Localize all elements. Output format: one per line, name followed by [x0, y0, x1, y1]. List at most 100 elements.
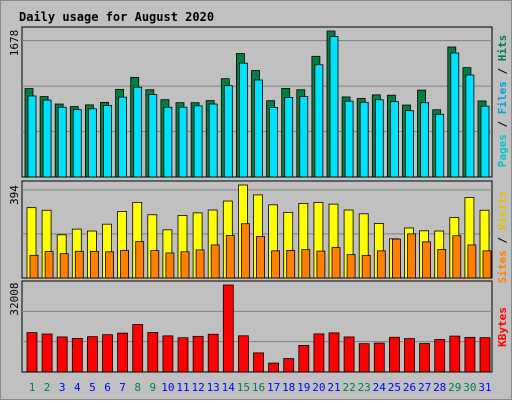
day-label: 12 — [191, 381, 204, 394]
day-label: 13 — [207, 381, 220, 394]
sites-bar — [467, 244, 477, 279]
files-bar — [465, 74, 475, 178]
day-label: 7 — [119, 381, 126, 394]
files-bar — [405, 110, 414, 178]
files-bar — [148, 94, 158, 178]
files-bar — [118, 96, 127, 178]
sites-bar — [452, 235, 462, 279]
kbytes-bar — [464, 336, 476, 373]
day-label: 21 — [327, 381, 340, 394]
files-bar — [238, 62, 248, 178]
sites-bar — [180, 251, 190, 279]
sites-bar — [256, 236, 265, 279]
kbytes-bar — [388, 336, 400, 373]
sites-bar — [346, 254, 356, 279]
kbytes-bar — [268, 362, 280, 373]
day-label: 22 — [342, 381, 355, 394]
sites-bar — [135, 241, 145, 279]
sites-bar — [105, 251, 114, 279]
kbytes-bar — [71, 338, 83, 373]
sites-bar — [90, 250, 99, 279]
files-bar — [254, 79, 263, 178]
middle-ymax-label: 394 — [8, 185, 21, 205]
files-bar — [103, 105, 112, 178]
sites-bar — [225, 235, 235, 279]
sites-bar — [271, 250, 281, 279]
sites-bar — [59, 253, 69, 279]
kbytes-bar — [328, 332, 340, 373]
day-label: 24 — [373, 381, 387, 394]
kbytes-bar — [404, 338, 415, 373]
sites-bar — [316, 250, 326, 279]
files-bar — [269, 107, 279, 178]
kbytes-bar — [26, 332, 38, 373]
sites-bar — [29, 254, 39, 279]
kbytes-bar — [117, 332, 128, 373]
files-bar — [480, 105, 490, 178]
sites-bar — [240, 223, 250, 279]
day-label: 2 — [44, 381, 51, 394]
files-bar — [163, 106, 173, 178]
files-bar — [344, 100, 354, 178]
kbytes-bar — [56, 336, 68, 373]
sites-bar — [422, 241, 432, 279]
legend-kbytes: KBytes — [496, 307, 509, 347]
files-bar — [299, 96, 309, 178]
kbytes-bar — [479, 337, 491, 373]
kbytes-bar — [313, 333, 325, 373]
day-label: 29 — [448, 381, 461, 394]
day-label: 4 — [74, 381, 81, 394]
kbytes-bar — [298, 344, 310, 373]
day-label: 1 — [29, 381, 36, 394]
kbytes-bar — [132, 324, 144, 373]
day-label: 20 — [312, 381, 325, 394]
sites-bar — [437, 249, 447, 279]
bars-layer — [24, 30, 492, 373]
top-ymax-label: 1678 — [8, 30, 21, 57]
files-bar — [314, 64, 324, 178]
sites-bar — [44, 251, 54, 279]
files-bar — [420, 102, 430, 178]
files-bar — [435, 113, 445, 178]
day-label: 18 — [282, 381, 295, 394]
legend-files: Files — [496, 81, 509, 114]
legend-pages: Pages — [496, 134, 509, 167]
kbytes-bar — [283, 358, 295, 373]
kbytes-bar — [449, 335, 461, 373]
sites-bar — [376, 250, 386, 279]
kbytes-bar — [41, 333, 53, 373]
files-bar — [329, 36, 339, 178]
day-label: 31 — [478, 381, 491, 394]
files-bar — [27, 95, 37, 178]
day-label: 8 — [134, 381, 141, 394]
svg-text:Sites / Visits: Sites / Visits — [496, 191, 509, 284]
sites-bar — [331, 247, 341, 279]
day-label: 10 — [161, 381, 174, 394]
sites-bar — [165, 252, 175, 279]
day-label: 19 — [297, 381, 310, 394]
bottom-legend: KBytes — [496, 307, 509, 347]
files-bar — [72, 109, 82, 178]
sites-bar — [286, 249, 296, 279]
files-bar — [359, 101, 369, 178]
kbytes-bar — [343, 336, 355, 373]
files-bar — [389, 101, 399, 178]
middle-legend: Sites / Visits — [496, 191, 509, 284]
sites-bar — [301, 249, 311, 279]
files-bar — [57, 106, 67, 178]
kbytes-bar — [237, 335, 249, 373]
files-bar — [133, 86, 143, 178]
day-label: 9 — [149, 381, 156, 394]
files-bar — [223, 85, 233, 178]
sites-bar — [150, 250, 160, 279]
day-label: 6 — [104, 381, 111, 394]
sites-bar — [361, 254, 371, 279]
day-label: 11 — [176, 381, 189, 394]
day-label: 15 — [237, 381, 250, 394]
kbytes-bar — [177, 337, 189, 373]
top-legend: Pages / Files / Hits — [496, 35, 509, 168]
kbytes-bar — [207, 333, 219, 373]
chart-title: Daily usage for August 2020 — [19, 10, 214, 24]
legend-visits: Visits — [496, 191, 509, 231]
